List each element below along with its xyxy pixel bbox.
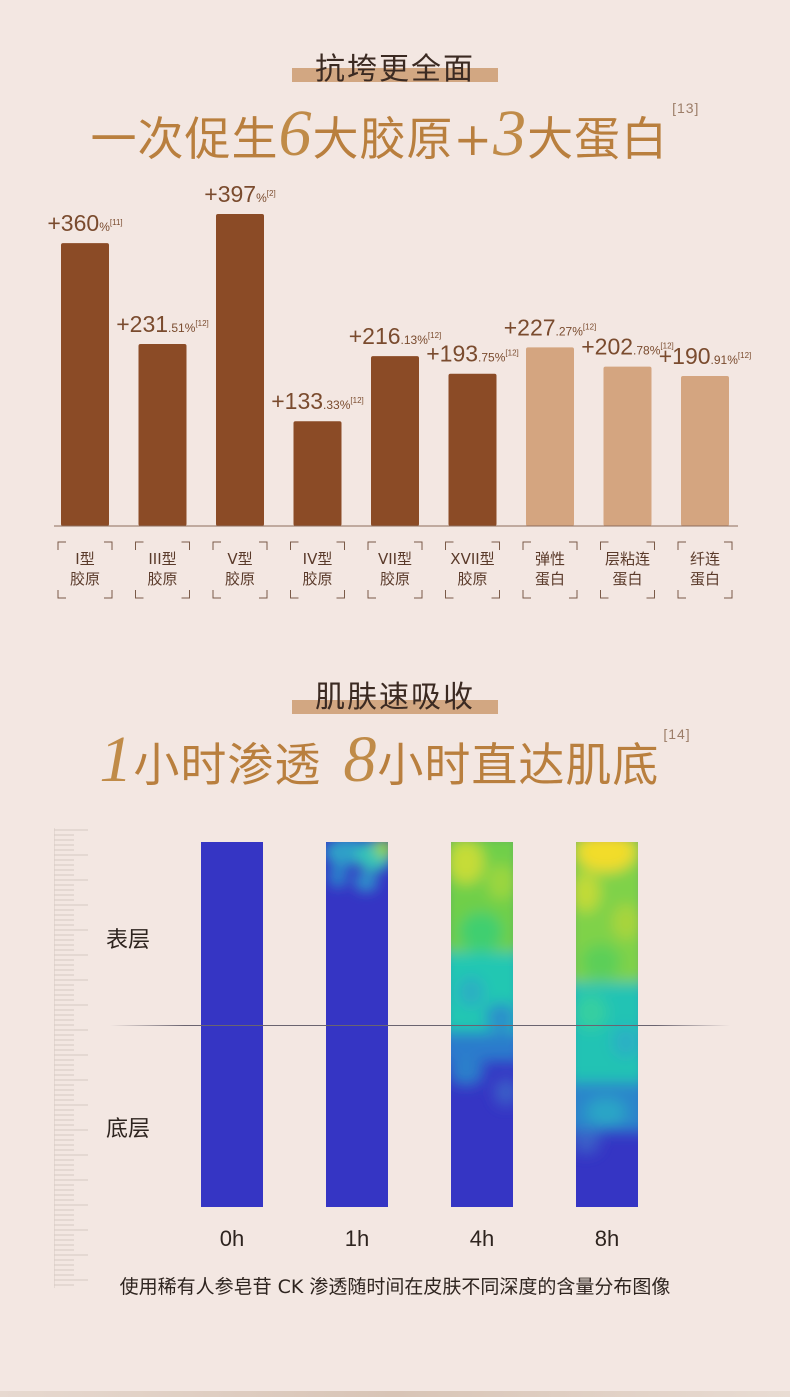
bar-value-label-0: +360%[11] xyxy=(47,210,122,236)
bar-value-label-3: +133.33%[12] xyxy=(271,388,364,414)
time-label-4h: 4h xyxy=(469,1226,495,1251)
svg-text:蛋白: 蛋白 xyxy=(690,570,720,588)
svg-text:胶原: 胶原 xyxy=(302,570,332,588)
bar-6 xyxy=(526,347,574,526)
svg-text:I型: I型 xyxy=(75,550,94,568)
time-label-8h: 8h xyxy=(594,1226,620,1251)
bar-7 xyxy=(603,366,652,526)
bar-value-label-1: +231.51%[12] xyxy=(116,311,209,337)
section2-headline: 1小时渗透 8小时直达肌底[14] xyxy=(99,723,691,796)
strip-1h xyxy=(326,842,388,1207)
svg-text:纤连: 纤连 xyxy=(690,550,720,568)
strip-4h xyxy=(451,842,513,1207)
layer-divider-line xyxy=(110,1025,730,1026)
svg-text:胶原: 胶原 xyxy=(70,570,100,588)
svg-text:层粘连: 层粘连 xyxy=(605,550,650,568)
section1-tag: 抗垮更全面 xyxy=(0,44,790,88)
label-surface-layer: 表层 xyxy=(106,928,151,953)
figure-caption: 使用稀有人参皂苷 CK 渗透随时间在皮肤不同深度的含量分布图像 xyxy=(119,1276,671,1298)
bar-8 xyxy=(681,375,729,526)
svg-text:XVII型: XVII型 xyxy=(450,550,494,568)
svg-text:胶原: 胶原 xyxy=(225,570,255,588)
bar-value-label-7: +202.78%[12] xyxy=(581,334,674,360)
svg-text:IV型: IV型 xyxy=(303,550,333,568)
time-label-1h: 1h xyxy=(344,1226,370,1251)
svg-text:V型: V型 xyxy=(227,550,252,568)
bar-2 xyxy=(216,214,264,526)
time-label-0h: 0h xyxy=(219,1226,245,1251)
strip-0h xyxy=(201,842,263,1207)
svg-text:蛋白: 蛋白 xyxy=(612,570,642,588)
svg-text:III型: III型 xyxy=(148,550,176,568)
svg-text:胶原: 胶原 xyxy=(457,570,487,588)
svg-text:胶原: 胶原 xyxy=(380,570,410,588)
bar-5 xyxy=(448,373,497,526)
bar-value-label-6: +227.27%[12] xyxy=(504,314,597,340)
strip-8h xyxy=(576,842,638,1207)
collagen-bar-chart: +360%[11] +231.51%[12] +397%[2] +133.33%[12… xyxy=(47,181,752,599)
section2-tag: 肌肤速吸收 xyxy=(0,672,790,716)
bottom-edge xyxy=(0,1391,790,1397)
bar-value-label-5: +193.75%[12] xyxy=(426,341,519,367)
depth-ruler xyxy=(54,828,88,1288)
bar-value-label-2: +397%[2] xyxy=(204,181,275,207)
svg-text:胶原: 胶原 xyxy=(147,570,177,588)
section1-headline: 一次促生6大胶原+3大蛋白[13] xyxy=(90,97,700,170)
bar-value-label-8: +190.91%[12] xyxy=(659,343,752,369)
bar-0 xyxy=(61,243,109,526)
bar-4 xyxy=(371,356,419,526)
svg-text:蛋白: 蛋白 xyxy=(535,570,565,588)
bar-1 xyxy=(138,344,187,526)
svg-text:VII型: VII型 xyxy=(378,550,412,568)
label-bottom-layer: 底层 xyxy=(106,1117,151,1142)
svg-text:弹性: 弹性 xyxy=(535,550,565,568)
bar-value-label-4: +216.13%[12] xyxy=(349,323,442,349)
bar-3 xyxy=(293,421,342,526)
